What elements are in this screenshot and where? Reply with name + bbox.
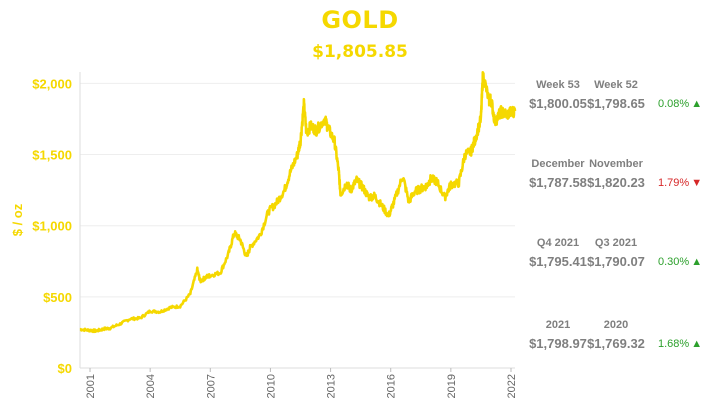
y-axis-label: $ / oz [10, 203, 25, 236]
y-tick-label: $1,500 [32, 148, 72, 163]
stat-label-current: 2021 [545, 319, 571, 331]
x-tick-label: 2007 [205, 374, 217, 398]
x-tick-label: 2022 [506, 374, 518, 398]
stat-label-current: Week 53 [536, 79, 580, 91]
x-tick-label: 2013 [326, 374, 338, 398]
stat-label-current: Q4 2021 [536, 237, 580, 249]
stat-change: 1.79% ▼ [658, 174, 702, 192]
stat-change-value: 0.30% [658, 256, 690, 268]
stat-value-current: $1,798.97 [529, 336, 587, 351]
stat-change: 1.68% ▲ [658, 335, 702, 353]
up-arrow-icon: ▲ [691, 256, 703, 268]
x-tick-label: 2019 [446, 374, 458, 398]
stat-label-current: December [531, 158, 585, 170]
up-arrow-icon: ▲ [691, 338, 703, 350]
current-price: $1,805.85 [312, 42, 408, 62]
stat-value-current: $1,787.58 [529, 175, 587, 190]
stat-monthly: December $1,787.58 November $1,820.23 1.79… [526, 157, 720, 201]
stat-label-previous: 2020 [603, 319, 629, 331]
stat-value-current: $1,800.05 [529, 96, 587, 111]
stat-change-value: 1.79% [658, 177, 690, 189]
gold-price-chart: $0 $500 $1,000 $1,500 $2,000 2001 2004 2007 2010… [10, 71, 518, 398]
stat-change: 0.08% ▲ [658, 95, 702, 113]
stat-value-previous: $1,798.65 [587, 96, 645, 111]
stat-yearly: 2021 $1,798.97 2020 $1,769.32 1.68% ▲ [526, 318, 720, 362]
stat-label-previous: November [589, 158, 643, 170]
x-tick-label: 2016 [386, 374, 398, 398]
stat-change-value: 0.08% [658, 98, 690, 110]
y-tick-label: $0 [58, 361, 72, 376]
stat-label-previous: Q3 2021 [594, 237, 638, 249]
stat-quarterly: Q4 2021 $1,795.41 Q3 2021 $1,790.07 0.30% ▲ [526, 236, 720, 280]
stat-value-previous: $1,820.23 [587, 175, 645, 190]
stat-value-previous: $1,769.32 [587, 336, 645, 351]
y-tick-label: $500 [43, 290, 72, 305]
stat-label-previous: Week 52 [594, 79, 638, 91]
y-tick-label: $2,000 [32, 76, 72, 91]
gold-price-line [79, 71, 517, 334]
y-tick-label: $1,000 [32, 219, 72, 234]
stat-value-previous: $1,790.07 [587, 254, 645, 269]
stat-change-value: 1.68% [658, 338, 690, 350]
up-arrow-icon: ▲ [691, 98, 703, 110]
x-tick-label: 2001 [85, 374, 97, 398]
chart-title: GOLD [321, 6, 399, 34]
down-arrow-icon: ▼ [691, 177, 703, 189]
stat-change: 0.30% ▲ [658, 253, 702, 271]
x-tick-label: 2010 [265, 374, 277, 398]
stat-value-current: $1,795.41 [529, 254, 587, 269]
stat-weekly: Week 53 $1,800.05 Week 52 $1,798.65 0.08% ▲ [526, 78, 720, 122]
x-tick-label: 2004 [145, 374, 157, 398]
